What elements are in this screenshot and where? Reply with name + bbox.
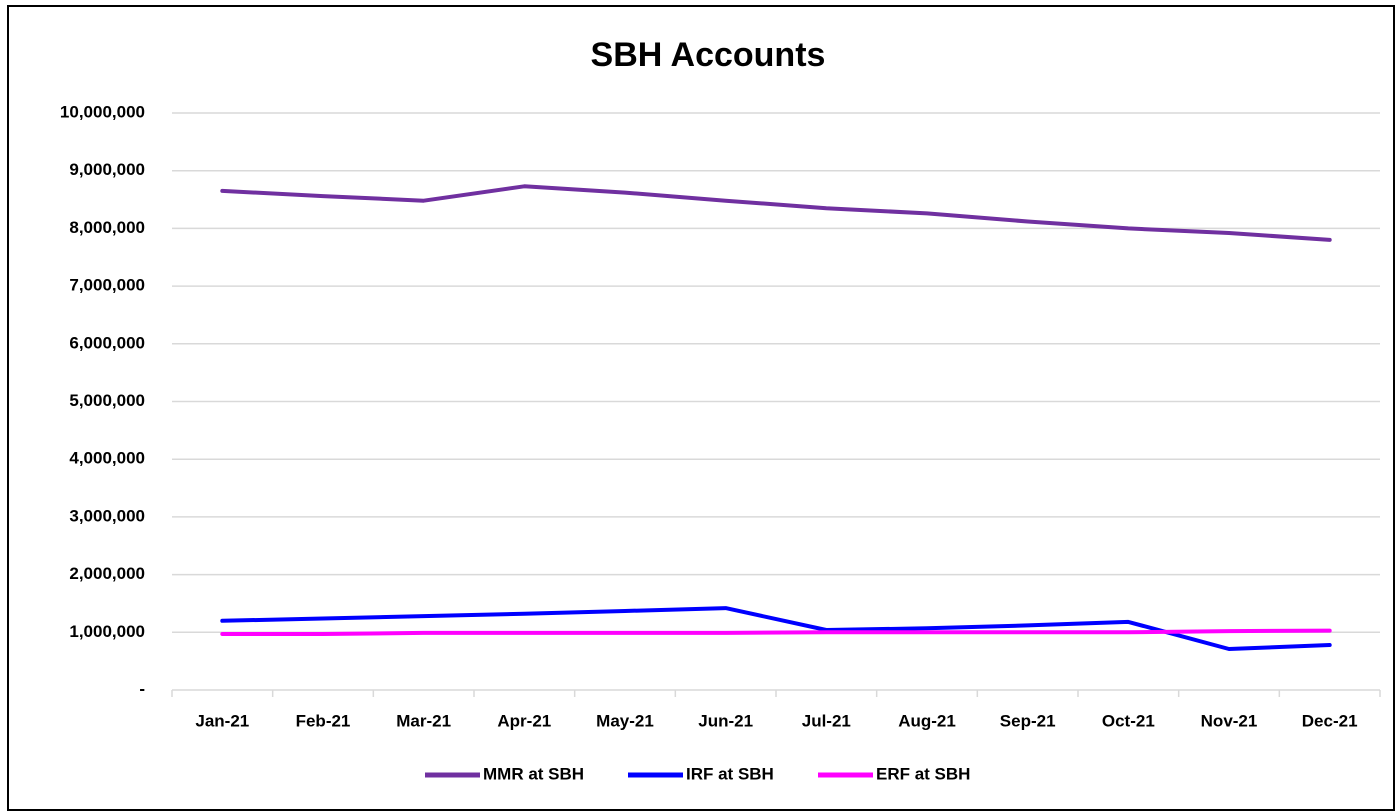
y-tick-label: 1,000,000 (69, 622, 145, 641)
x-tick-label: Apr-21 (497, 711, 551, 730)
y-tick-label: 3,000,000 (69, 506, 145, 525)
y-tick-label: - (139, 679, 145, 698)
series-line (220, 628, 1332, 636)
chart-frame (7, 5, 1395, 811)
series-line (220, 184, 1332, 242)
x-tick-label: Oct-21 (1102, 711, 1155, 730)
x-tick-label: Nov-21 (1201, 711, 1258, 730)
x-tick-label: May-21 (596, 711, 654, 730)
y-tick-label: 7,000,000 (69, 276, 145, 295)
y-tick-label: 9,000,000 (69, 160, 145, 179)
x-tick-label: Jan-21 (195, 711, 249, 730)
legend-label: ERF at SBH (876, 764, 970, 783)
y-tick-label: 10,000,000 (60, 102, 145, 121)
x-tick-label: Jun-21 (698, 711, 753, 730)
x-tick-label: Aug-21 (898, 711, 956, 730)
y-tick-label: 6,000,000 (69, 333, 145, 352)
x-tick-label: Jul-21 (802, 711, 851, 730)
x-tick-label: Dec-21 (1302, 711, 1358, 730)
legend-label: MMR at SBH (483, 764, 584, 783)
series-line (220, 606, 1332, 651)
y-tick-label: 2,000,000 (69, 564, 145, 583)
legend-label: IRF at SBH (686, 764, 774, 783)
y-tick-label: 5,000,000 (69, 391, 145, 410)
x-tick-label: Mar-21 (396, 711, 451, 730)
y-tick-label: 8,000,000 (69, 218, 145, 237)
chart-title: SBH Accounts (591, 36, 826, 74)
y-tick-label: 4,000,000 (69, 449, 145, 468)
x-tick-label: Feb-21 (296, 711, 351, 730)
x-tick-label: Sep-21 (1000, 711, 1056, 730)
